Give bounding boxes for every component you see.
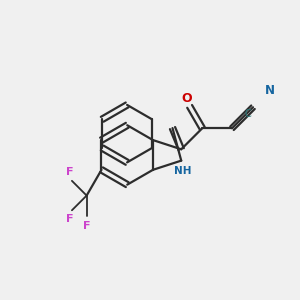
Text: N: N — [265, 84, 275, 97]
Text: O: O — [181, 92, 192, 105]
Text: F: F — [66, 167, 74, 177]
Text: F: F — [83, 221, 90, 231]
Text: C: C — [245, 109, 251, 119]
Text: NH: NH — [175, 166, 192, 176]
Text: F: F — [66, 214, 74, 224]
